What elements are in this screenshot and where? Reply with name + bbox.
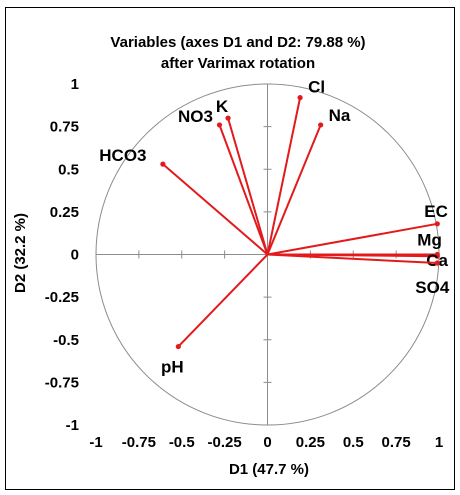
vector-hco3 (162, 163, 269, 256)
vector-na (266, 124, 322, 255)
x-tick-label: 0.25 (296, 434, 325, 451)
label-hco3: HCO3 (99, 146, 146, 165)
chart-frame (5, 7, 455, 490)
point-cl (297, 95, 303, 101)
x-tick-label: 1 (435, 434, 443, 451)
x-tick-label: -0.25 (208, 434, 242, 451)
y-tick-label: 0 (71, 247, 79, 264)
y-tick-label: -0.25 (45, 289, 79, 306)
x-tick-label: 0 (263, 434, 271, 451)
label-na: Na (329, 106, 351, 125)
x-axis-title: D1 (47.7 %) (229, 461, 309, 478)
y-tick-label: -0.75 (45, 374, 79, 391)
y-tick-label: 0.5 (58, 161, 79, 178)
point-hco3 (160, 161, 166, 167)
point-so4 (434, 260, 440, 266)
y-tick-label: 1 (71, 76, 79, 93)
y-tick-label: -1 (66, 417, 79, 434)
x-tick-label: -0.75 (122, 434, 156, 451)
y-tick-label: 0.25 (50, 204, 79, 221)
point-ph (175, 343, 181, 350)
vector-so4 (267, 253, 438, 265)
y-tick-label: 0.75 (50, 119, 79, 136)
point-no3 (216, 122, 223, 128)
label-no3: NO3 (178, 107, 213, 126)
y-axis-title: D2 (32.2 %) (12, 213, 29, 293)
label-cl: Cl (308, 78, 325, 97)
chart-title-line1: Variables (axes D1 and D2: 79.88 %) (110, 34, 365, 51)
x-tick-label: 0.75 (382, 434, 411, 451)
label-k: K (216, 97, 229, 116)
point-k (225, 115, 231, 121)
vector-cl (266, 97, 302, 255)
x-tick-label: -0.5 (169, 434, 195, 451)
point-ca (434, 253, 440, 259)
label-so4: SO4 (415, 278, 450, 297)
vector-ca (267, 253, 438, 258)
point-na (318, 122, 324, 128)
plot-area: -1 -0.75 -0.5 -0.25 0 0.25 0.5 0.75 1 1 0.75 0.5 0.2… (45, 76, 450, 451)
point-ec (434, 221, 440, 227)
y-tick-label: -0.5 (53, 332, 79, 349)
label-ec: EC (424, 202, 448, 221)
chart-title-line2: after Varimax rotation (161, 55, 315, 72)
label-ph: pH (161, 358, 184, 377)
label-mg: Mg (417, 231, 442, 250)
vector-k (227, 117, 269, 255)
vector-ec (267, 222, 438, 256)
x-tick-label: 0.5 (343, 434, 364, 451)
x-tick-label: -1 (89, 434, 102, 451)
vector-ph (177, 253, 269, 348)
vector-no3 (218, 124, 269, 255)
